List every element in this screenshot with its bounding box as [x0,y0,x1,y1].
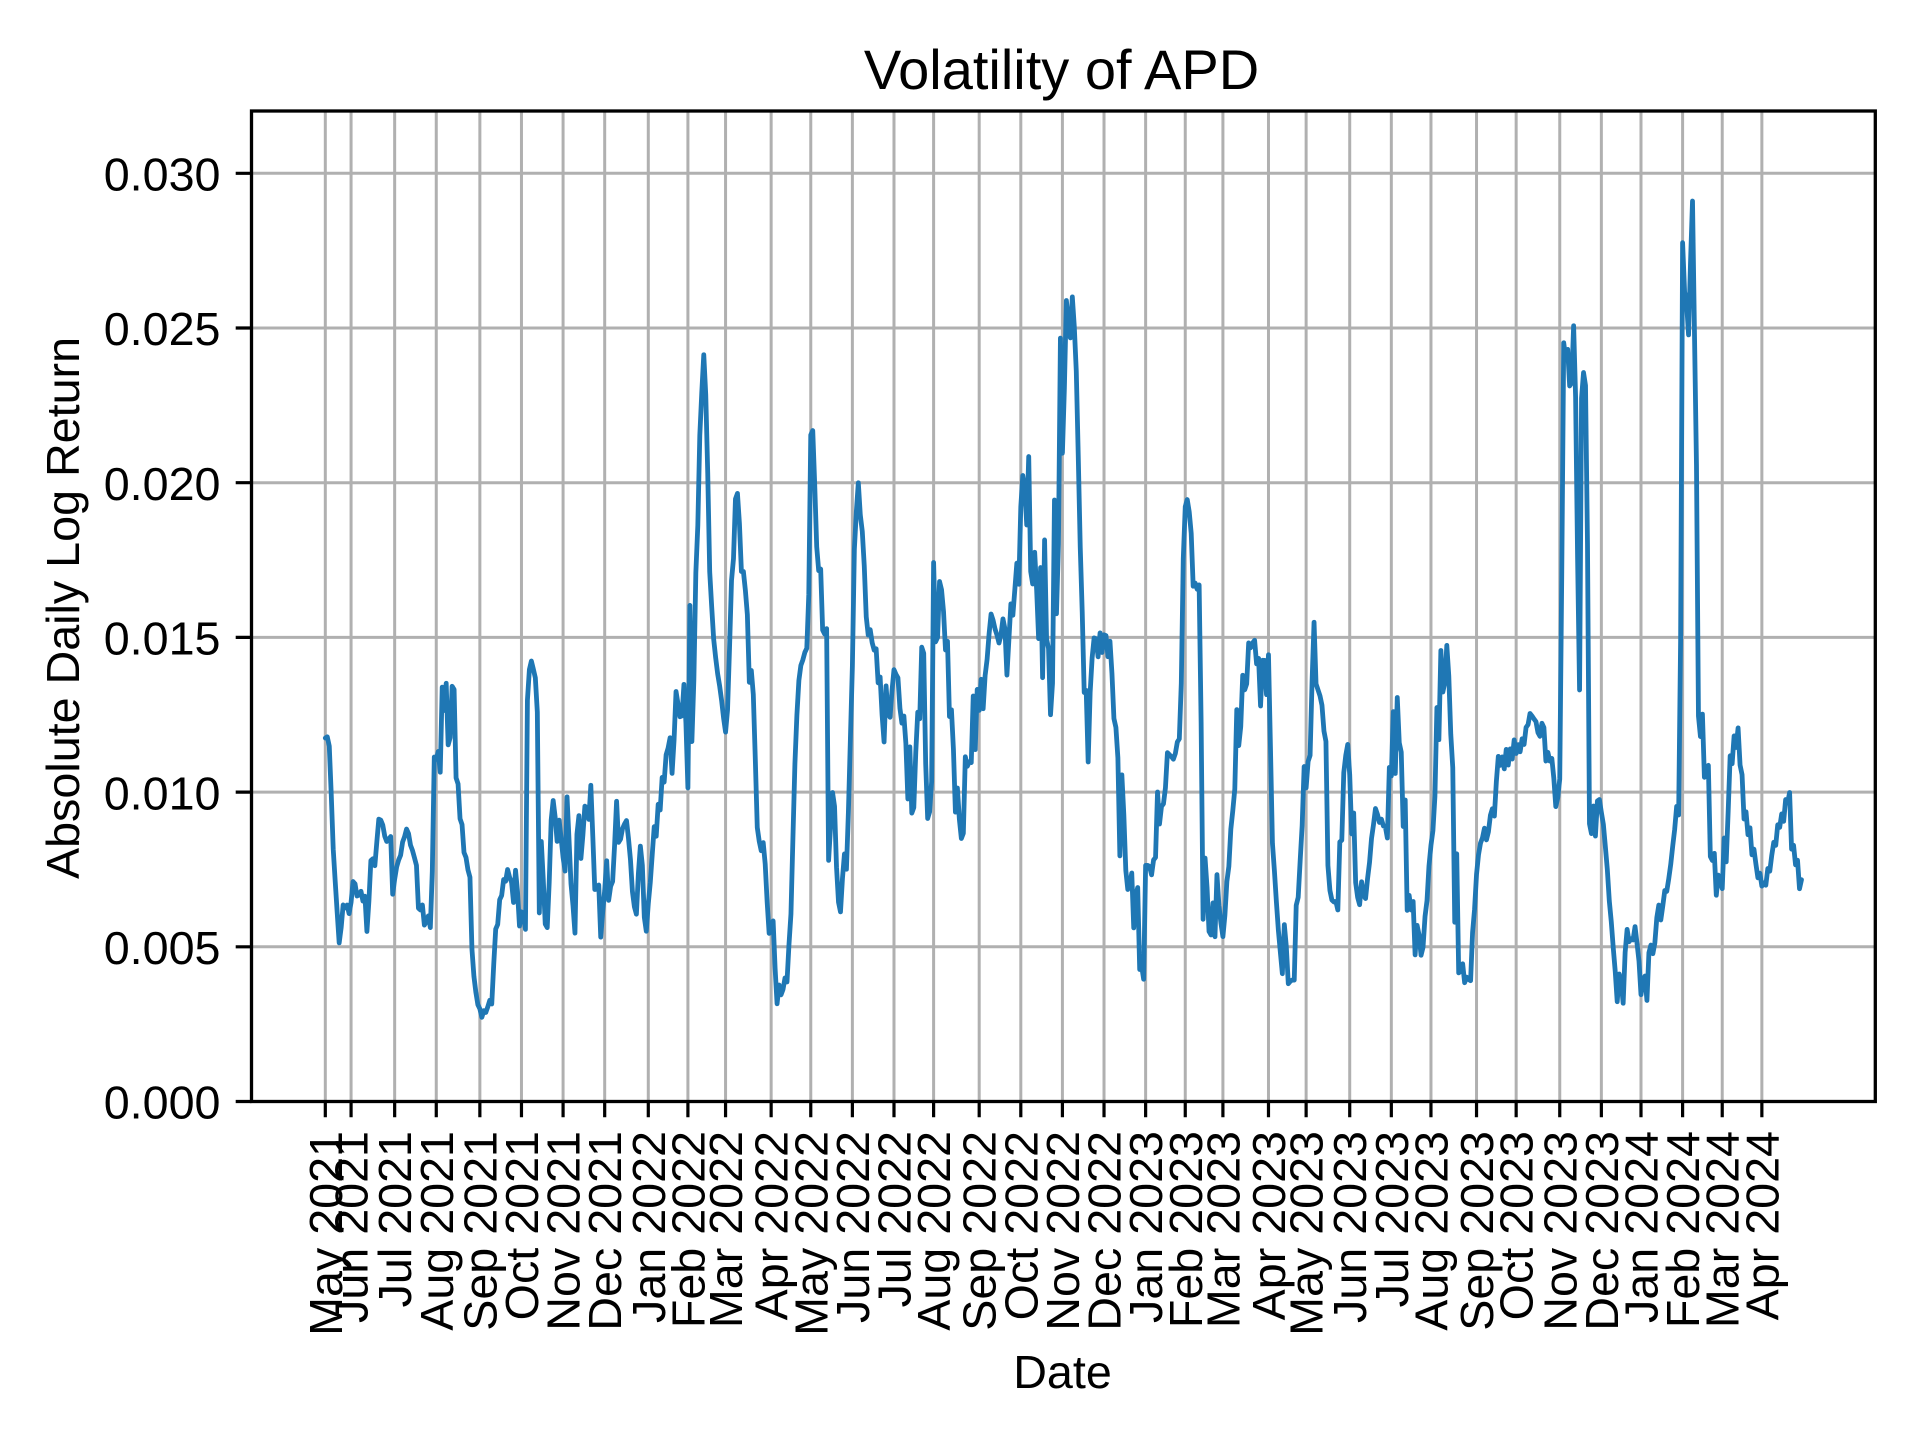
svg-text:Dec 2022: Dec 2022 [1079,1131,1131,1331]
svg-text:Absolute Daily Log Return: Absolute Daily Log Return [37,337,89,879]
svg-text:Oct 2023: Oct 2023 [1491,1131,1543,1320]
svg-text:Aug 2021: Aug 2021 [411,1131,463,1331]
svg-text:May 2022: May 2022 [785,1131,837,1336]
svg-text:0.010: 0.010 [104,767,221,819]
svg-text:0.000: 0.000 [104,1077,221,1129]
svg-text:0.030: 0.030 [104,149,221,201]
svg-text:Dec 2021: Dec 2021 [579,1131,631,1331]
svg-text:0.025: 0.025 [104,303,221,355]
svg-text:Apr 2022: Apr 2022 [746,1131,798,1320]
svg-text:May 2023: May 2023 [1281,1131,1333,1336]
svg-text:May 2021: May 2021 [300,1131,352,1336]
svg-text:Volatility of APD: Volatility of APD [864,38,1259,101]
svg-text:Nov 2022: Nov 2022 [1037,1131,1089,1331]
svg-text:Oct 2021: Oct 2021 [496,1131,548,1320]
svg-text:Jun 2023: Jun 2023 [1324,1131,1376,1323]
svg-text:Jul 2022: Jul 2022 [868,1131,920,1307]
svg-text:Feb 2024: Feb 2024 [1657,1131,1709,1328]
svg-text:0.015: 0.015 [104,613,221,665]
svg-text:0.020: 0.020 [104,458,221,510]
svg-text:Jun 2021: Jun 2021 [326,1131,378,1323]
svg-text:Mar 2024: Mar 2024 [1697,1131,1749,1328]
svg-text:Nov 2023: Nov 2023 [1534,1131,1586,1331]
svg-text:0.005: 0.005 [104,922,221,974]
svg-text:Aug 2023: Aug 2023 [1405,1131,1457,1331]
svg-text:Feb 2022: Feb 2022 [662,1131,714,1328]
svg-text:Date: Date [1013,1346,1112,1398]
svg-text:Feb 2023: Feb 2023 [1160,1131,1212,1328]
svg-text:Apr 2023: Apr 2023 [1243,1131,1295,1320]
svg-text:Oct 2022: Oct 2022 [995,1131,1047,1320]
svg-text:Apr 2024: Apr 2024 [1736,1131,1788,1320]
svg-text:Sep 2022: Sep 2022 [954,1131,1006,1331]
svg-text:Jan 2022: Jan 2022 [623,1131,675,1323]
svg-text:Jan 2023: Jan 2023 [1120,1131,1172,1323]
svg-text:Aug 2022: Aug 2022 [908,1131,960,1331]
svg-text:Sep 2023: Sep 2023 [1451,1131,1503,1331]
svg-text:Jul 2021: Jul 2021 [369,1131,421,1307]
svg-text:Sep 2021: Sep 2021 [454,1131,506,1331]
svg-text:Mar 2023: Mar 2023 [1197,1131,1249,1328]
svg-text:Jan 2024: Jan 2024 [1615,1131,1667,1323]
svg-text:Jun 2022: Jun 2022 [827,1131,879,1323]
svg-text:Mar 2022: Mar 2022 [700,1131,752,1328]
svg-text:Nov 2021: Nov 2021 [538,1131,590,1331]
svg-text:Jul 2023: Jul 2023 [1366,1131,1418,1307]
svg-text:Dec 2023: Dec 2023 [1576,1131,1628,1331]
